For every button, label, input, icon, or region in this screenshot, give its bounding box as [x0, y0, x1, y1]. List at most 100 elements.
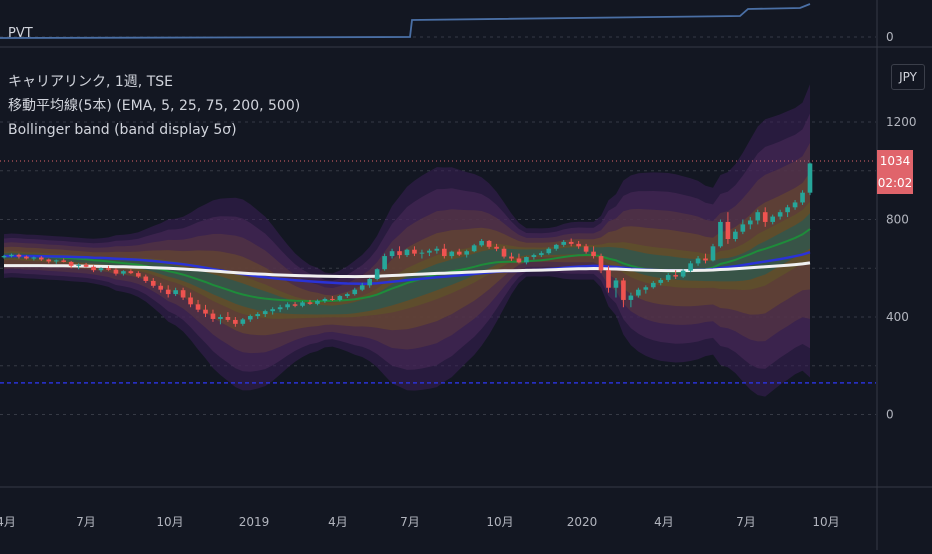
candle-body [785, 207, 790, 213]
candle-body [486, 240, 492, 247]
candle-body [53, 260, 59, 262]
candle-body [31, 257, 37, 259]
legend-bb: Bollinger band (band display 5σ) [8, 122, 237, 138]
candle-body [673, 275, 678, 277]
candle-body [330, 298, 335, 300]
bollinger-band-inner [4, 213, 810, 315]
candle-body [695, 258, 701, 264]
candle-body [733, 231, 738, 239]
candle-body [777, 212, 783, 217]
candle-body [16, 254, 22, 257]
candle-body [456, 251, 462, 255]
legend-symbol: キャリアリンク, 1週, TSE [8, 74, 173, 90]
candle-body [636, 289, 641, 296]
x-tick-label: 10月 [156, 515, 183, 529]
candle-body [464, 251, 470, 255]
candle-body [650, 282, 656, 288]
candle-body [9, 254, 14, 257]
candle-body [344, 294, 350, 297]
x-tick-label: 4月 [0, 515, 16, 529]
candle-body [546, 248, 552, 254]
candle-body [561, 241, 567, 245]
candle-body [113, 269, 119, 274]
x-tick-label: 10月 [812, 515, 839, 529]
candle-body [1, 256, 7, 258]
candle-body [807, 163, 813, 193]
candle-body [427, 250, 432, 253]
last-price-tag: 1034 [877, 150, 913, 172]
candle-body [479, 240, 484, 246]
candle-body [337, 296, 343, 300]
candle-body [180, 290, 186, 298]
x-tick-label: 7月 [736, 515, 756, 529]
x-tick-label: 2020 [567, 515, 598, 529]
candle-body [531, 255, 537, 258]
candle-body [150, 280, 156, 286]
candle-body [255, 314, 261, 317]
x-tick-label: 10月 [486, 515, 513, 529]
candle-body [128, 271, 134, 274]
candle-body [91, 266, 96, 271]
candle-body [195, 304, 201, 310]
candle-body [173, 290, 178, 295]
candle-body [218, 317, 223, 319]
candle-body [747, 220, 753, 225]
candle-body [568, 241, 574, 244]
candle-body [300, 302, 305, 306]
candle-body [643, 287, 649, 290]
candle-body [419, 252, 425, 254]
candle-body [404, 249, 410, 256]
countdown-tag: 02:02 [877, 172, 913, 194]
candle-body [770, 216, 775, 222]
candle-body [576, 243, 581, 247]
candle-body [240, 319, 246, 324]
candle-body [225, 317, 231, 320]
candle-body [494, 246, 499, 249]
candle-body [24, 256, 29, 259]
candle-body [553, 244, 559, 249]
candle-body [233, 319, 238, 324]
candle-body [210, 313, 216, 319]
candle-body [509, 256, 514, 259]
candle-body [621, 280, 626, 300]
candle-body [688, 263, 693, 271]
candle-body [374, 269, 380, 279]
candle-body [188, 297, 193, 305]
candle-body [718, 221, 723, 247]
candle-body [703, 258, 708, 261]
candle-body [755, 212, 761, 221]
candle-body [382, 256, 387, 270]
candle-body [270, 309, 275, 312]
candle-body [449, 251, 455, 257]
candle-body [76, 264, 81, 266]
x-tick-label: 2019 [239, 515, 270, 529]
currency-button[interactable]: JPY [891, 64, 925, 90]
candle-body [591, 251, 596, 257]
candle-body [165, 289, 171, 295]
candle-body [800, 192, 805, 203]
candle-body [740, 224, 746, 232]
candle-body [628, 295, 634, 300]
candle-body [46, 259, 52, 262]
candle-body [307, 302, 313, 304]
candle-body [613, 280, 619, 288]
candle-body [292, 304, 298, 306]
candle-body [247, 316, 253, 320]
candle-body [121, 271, 126, 274]
y-tick-label: 400 [886, 310, 909, 324]
y-tick-label: 800 [886, 213, 909, 227]
candle-body [367, 278, 372, 286]
candle-body [285, 304, 290, 308]
pvt-line [0, 3, 811, 39]
candle-body [203, 309, 208, 314]
candle-body [658, 279, 664, 283]
candle-body [39, 257, 44, 260]
candle-body [680, 270, 686, 277]
candle-body [442, 248, 447, 257]
x-tick-label: 4月 [654, 515, 674, 529]
candle-body [359, 285, 365, 290]
pvt-zero-tick: 0 [886, 30, 894, 44]
y-tick-label: 1200 [886, 115, 917, 129]
